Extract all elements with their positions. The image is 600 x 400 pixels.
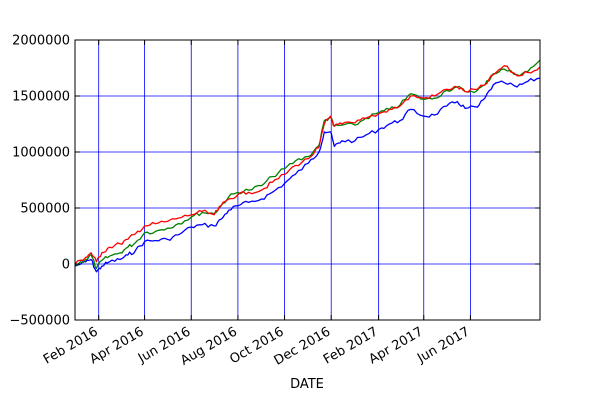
series-lines <box>74 59 541 273</box>
y-tick-label: 0 <box>62 258 70 273</box>
x-axis-title: DATE <box>290 377 324 392</box>
y-tick-label: −500000 <box>9 314 70 329</box>
grid <box>75 39 540 321</box>
series-line-3 <box>74 65 541 265</box>
y-tick-label: 2000000 <box>12 34 70 49</box>
series-line-1 <box>74 77 541 273</box>
y-tick-label: 500000 <box>20 202 70 217</box>
series-line-2 <box>74 59 541 270</box>
plot-area-frame <box>74 39 541 321</box>
y-tick-label: 1500000 <box>12 90 70 105</box>
y-tick-label: 1000000 <box>12 146 70 161</box>
